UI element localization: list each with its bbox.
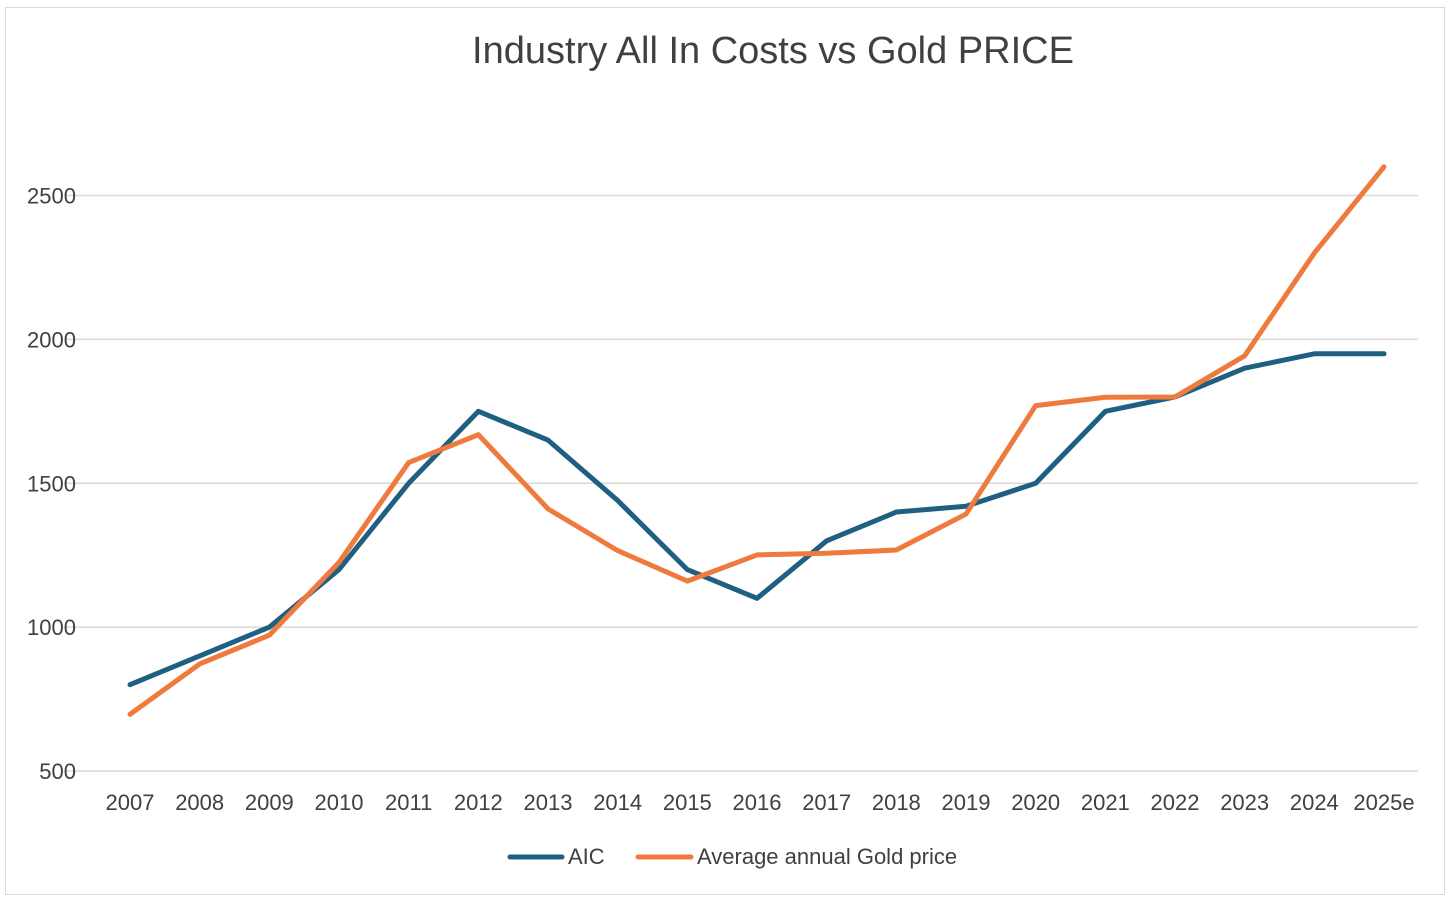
x-tick-label: 2014: [593, 790, 642, 815]
series-lines: [127, 164, 1387, 717]
legend-label-aic: AIC: [568, 844, 605, 869]
y-tick-label: 1500: [27, 471, 76, 496]
gridlines: [65, 194, 1418, 772]
x-axis-tick-labels: 2007 2008 2009 2010 2011 2012 2013 2014 2015 2016…: [106, 790, 1415, 815]
x-tick-label: 2013: [524, 790, 573, 815]
series-line-gold-price: [127, 164, 1387, 717]
x-tick-label: 2021: [1081, 790, 1130, 815]
y-tick-label: 500: [39, 759, 76, 784]
x-tick-label: 2012: [454, 790, 503, 815]
y-tick-label: 2500: [27, 184, 76, 209]
x-tick-label: 2011: [385, 790, 432, 815]
legend-label-gold-price: Average annual Gold price: [697, 844, 957, 869]
x-tick-label: 2016: [733, 790, 782, 815]
chart-title: Industry All In Costs vs Gold PRICE: [472, 30, 1074, 72]
x-tick-label: 2008: [175, 790, 224, 815]
x-tick-label: 2025e: [1353, 790, 1414, 815]
x-tick-label: 2022: [1151, 790, 1200, 815]
x-tick-label: 2010: [315, 790, 364, 815]
series-line-aic: [127, 351, 1387, 688]
x-tick-label: 2019: [942, 790, 991, 815]
x-tick-label: 2015: [663, 790, 712, 815]
y-tick-label: 2000: [27, 327, 76, 352]
x-tick-label: 2009: [245, 790, 294, 815]
x-tick-label: 2017: [802, 790, 851, 815]
x-tick-label: 2018: [872, 790, 921, 815]
y-tick-label: 1000: [27, 615, 76, 640]
x-tick-label: 2023: [1220, 790, 1269, 815]
x-tick-label: 2020: [1011, 790, 1060, 815]
x-tick-label: 2007: [106, 790, 155, 815]
legend: AIC Average annual Gold price: [507, 844, 957, 869]
chart-frame: [5, 7, 1445, 895]
y-axis-tick-labels: 500 1000 1500 2000 2500: [27, 184, 76, 784]
x-tick-label: 2024: [1290, 790, 1339, 815]
